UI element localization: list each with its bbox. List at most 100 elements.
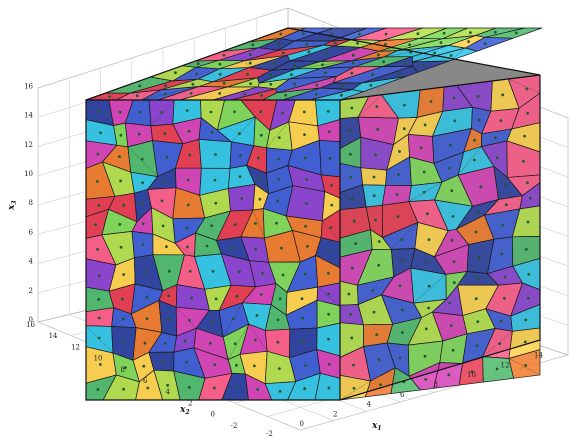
grain-seed-point — [211, 269, 215, 273]
grain-facet — [288, 121, 293, 151]
grain-facet — [433, 163, 443, 183]
grain-facet — [223, 302, 243, 338]
grain-seed-point — [135, 94, 139, 98]
grain-seed-point — [398, 73, 401, 76]
grain-seed-point — [183, 339, 187, 343]
grain-seed-point — [470, 370, 474, 374]
grain-seed-point — [96, 152, 100, 156]
x1-tick-label: 2 — [333, 410, 337, 418]
x3-tick-label: 2 — [29, 287, 33, 295]
grain-facet — [512, 327, 541, 332]
grain-seed-point — [372, 194, 376, 198]
x1-tick-label: 8 — [434, 381, 438, 389]
grain-seed-point — [141, 222, 145, 226]
grain-seed-point — [354, 242, 358, 246]
grain-seed-point — [293, 63, 297, 67]
grain-facet — [465, 37, 486, 49]
grain-seed-point — [314, 93, 318, 96]
grain-seed-point — [452, 281, 456, 284]
x2-tick-label: 10 — [94, 355, 103, 363]
grain-seed-point — [122, 203, 126, 207]
grain-facet — [434, 230, 449, 257]
grain-seed-point — [327, 249, 331, 253]
grain-seed-point — [278, 367, 281, 370]
grain-seed-point — [188, 385, 191, 389]
grain-seed-point — [238, 270, 241, 274]
grain-seed-point — [307, 50, 311, 54]
x1-tick-label: -2 — [266, 430, 273, 438]
grain-seed-point — [327, 337, 330, 341]
grain-seed-point — [376, 127, 380, 131]
grain-seed-point — [350, 197, 354, 201]
grain-seed-point — [188, 153, 192, 157]
grain-seed-point — [119, 245, 123, 249]
grain-seed-point — [138, 110, 142, 114]
grain-seed-point — [425, 260, 428, 264]
grain-seed-point — [327, 312, 330, 316]
grain-seed-point — [377, 53, 380, 57]
grain-seed-point — [185, 226, 189, 230]
grain-facet — [255, 283, 277, 287]
x2-tick-label: 14 — [49, 332, 58, 340]
grain-seed-point — [351, 266, 354, 270]
grain-seed-point — [321, 63, 324, 67]
grain-facet — [457, 285, 463, 316]
x2-tick-label: 12 — [71, 343, 80, 351]
grain-seed-point — [477, 118, 481, 122]
grain-facet — [316, 349, 321, 374]
grain-seed-point — [348, 129, 352, 132]
grain-facet — [485, 308, 511, 317]
grain-seed-point — [214, 201, 218, 205]
grain-seed-point — [330, 203, 334, 207]
grain-facet — [363, 76, 407, 92]
grain-seed-point — [277, 136, 281, 140]
grain-facet — [204, 289, 210, 311]
grain-seed-point — [501, 223, 505, 227]
grain-facet — [102, 161, 131, 173]
x2-tick-label: 8 — [121, 366, 125, 374]
grain-seed-point — [475, 344, 479, 347]
x1-axis-label: x1 — [371, 421, 382, 432]
grain-seed-point — [96, 388, 100, 391]
grain-seed-point — [495, 367, 499, 371]
grain-seed-point — [472, 158, 476, 162]
grain-seed-point — [162, 179, 166, 182]
grain-seed-point — [328, 157, 332, 160]
grain-seed-point — [273, 62, 276, 65]
x1-tick-label: 4 — [367, 401, 372, 409]
grain-facet — [114, 192, 135, 197]
grain-facet — [358, 117, 361, 138]
grain-seed-point — [276, 340, 280, 344]
grain-seed-point — [476, 211, 480, 214]
grain-seed-point — [327, 362, 331, 366]
grain-facet — [244, 60, 250, 68]
grain-facet — [339, 380, 371, 401]
grain-seed-point — [424, 377, 428, 381]
grain-seed-point — [372, 175, 376, 179]
grain-facet — [228, 359, 233, 374]
grain-facet — [339, 192, 367, 208]
grain-seed-point — [340, 84, 344, 88]
grain-seed-point — [259, 133, 263, 137]
grain-seed-point — [439, 41, 443, 44]
grain-seed-point — [144, 270, 148, 274]
voronoi-cube — [85, 27, 543, 401]
grain-seed-point — [351, 53, 355, 57]
grain-seed-point — [99, 131, 102, 135]
grain-seed-point — [408, 43, 411, 47]
grain-seed-point — [282, 51, 285, 55]
grain-seed-point — [97, 336, 101, 340]
grain-seed-point — [210, 320, 214, 323]
grain-seed-point — [97, 316, 101, 320]
grain-seed-point — [238, 175, 242, 179]
grain-seed-point — [163, 132, 167, 136]
cube-edges — [85, 27, 541, 401]
grain-seed-point — [525, 87, 529, 91]
grain-facet — [269, 99, 278, 131]
x3-tick-label: 16 — [24, 82, 33, 90]
grain-facet — [417, 60, 450, 73]
grain-seed-point — [450, 238, 454, 242]
x1-tick-label: 12 — [501, 361, 510, 369]
grain-seed-point — [423, 123, 427, 127]
x1-tick-label: 0 — [300, 420, 304, 428]
